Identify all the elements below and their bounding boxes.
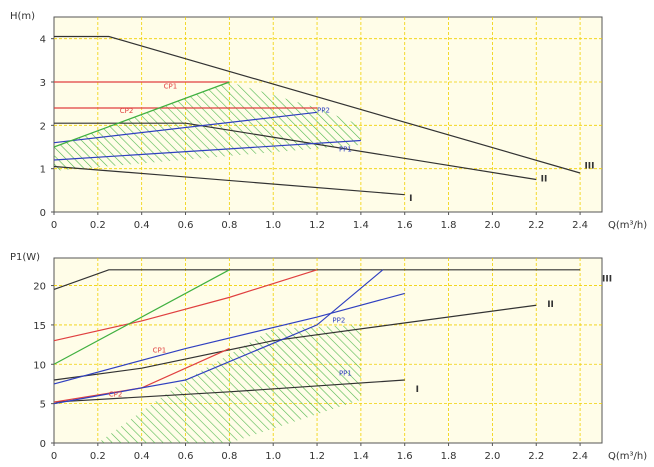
head-x-tick-label: 1.0 bbox=[265, 220, 281, 231]
head-curve-label-ii: II bbox=[541, 175, 548, 185]
head-curve-label-pp2: PP2 bbox=[317, 106, 330, 114]
power-curve-label-iii: III bbox=[602, 275, 612, 285]
head-x-tick-label: 0.2 bbox=[90, 220, 106, 231]
power-curve-hatch-boundary bbox=[53, 269, 230, 365]
power-x-tick-label: 0.6 bbox=[178, 451, 194, 462]
power-x-tick-label: 0.8 bbox=[221, 451, 237, 462]
power-x-tick-label: 2.4 bbox=[572, 451, 588, 462]
head-x-tick-label: 1.6 bbox=[397, 220, 413, 231]
head-y-axis-title: H(m) bbox=[10, 11, 35, 22]
head-x-tick-label: 0.4 bbox=[134, 220, 150, 231]
power-x-tick-label: 0.2 bbox=[90, 451, 106, 462]
head-x-tick-label: 1.4 bbox=[353, 220, 369, 231]
head-curve-iii bbox=[54, 35, 581, 174]
power-x-axis-title: Q(m³/h) bbox=[608, 451, 647, 462]
power-curve-label-pp1: PP1 bbox=[339, 369, 352, 377]
head-curve-label-cp2: CP2 bbox=[120, 107, 134, 115]
head-x-tick-label: 1.2 bbox=[309, 220, 325, 231]
power-y-axis-title: P1(W) bbox=[10, 252, 40, 263]
head-x-tick-label: 0.6 bbox=[178, 220, 194, 231]
power-y-tick-label: 20 bbox=[33, 282, 46, 293]
head-y-tick-label: 2 bbox=[40, 121, 46, 132]
head-x-tick-label: 2.4 bbox=[572, 220, 588, 231]
power-chart: 0 0.2 0.4 0.6 0.8 1.0 1.2 1.4 1.6 1.8 2.0 2.2 2.4 0 5 1… bbox=[10, 252, 647, 462]
head-x-tick-label: 2.0 bbox=[484, 220, 500, 231]
power-curve-label-ii: II bbox=[547, 300, 554, 310]
head-curve-pp2 bbox=[53, 111, 318, 144]
power-x-tick-label: 2.0 bbox=[484, 451, 500, 462]
power-curve-pp1 bbox=[53, 269, 384, 405]
head-y-tick-label: 0 bbox=[40, 208, 46, 219]
head-x-tick-label: 0.8 bbox=[221, 220, 237, 231]
power-x-tick-label: 2.2 bbox=[528, 451, 544, 462]
head-y-tick-label: 4 bbox=[40, 35, 46, 46]
power-x-tick-label: 1.8 bbox=[441, 451, 457, 462]
head-x-tick-label: 2.2 bbox=[528, 220, 544, 231]
power-curve-label-i: I bbox=[416, 385, 419, 395]
power-y-tick-label: 15 bbox=[33, 321, 46, 332]
head-curve-label-iii: III bbox=[584, 162, 594, 172]
head-x-tick-label: 0 bbox=[51, 220, 57, 231]
head-x-tick-label: 1.8 bbox=[441, 220, 457, 231]
power-hatched-region bbox=[97, 324, 361, 443]
head-y-tick-label: 1 bbox=[40, 165, 46, 176]
power-curve-label-pp2: PP2 bbox=[332, 317, 345, 325]
power-curve-label-cp2: CP2 bbox=[109, 391, 123, 399]
power-curve-iii bbox=[53, 269, 581, 291]
power-x-tick-label: 0.4 bbox=[134, 451, 150, 462]
head-curve-label-cp1: CP1 bbox=[164, 83, 178, 91]
power-x-tick-label: 1.4 bbox=[353, 451, 369, 462]
power-curve-label-cp1: CP1 bbox=[153, 346, 167, 354]
head-curve-ii bbox=[54, 122, 537, 181]
power-x-tick-label: 1.0 bbox=[265, 451, 281, 462]
power-x-tick-label: 0 bbox=[51, 451, 57, 462]
power-y-tick-label: 0 bbox=[40, 439, 46, 450]
power-curve-i bbox=[53, 379, 405, 403]
power-x-tick-label: 1.2 bbox=[309, 451, 325, 462]
head-curve-label-pp1: PP1 bbox=[339, 145, 352, 153]
power-curve-pp2 bbox=[53, 292, 405, 385]
power-y-tick-label: 5 bbox=[40, 400, 46, 411]
power-y-tick-label: 10 bbox=[33, 360, 46, 371]
power-curve-cp1 bbox=[53, 269, 318, 342]
head-y-tick-label: 3 bbox=[40, 78, 46, 89]
head-curve-i bbox=[53, 165, 405, 196]
head-curve-label-i: I bbox=[409, 194, 412, 204]
power-x-tick-label: 1.6 bbox=[397, 451, 413, 462]
head-curve-pp1 bbox=[53, 139, 361, 161]
head-curve-hatch-boundary bbox=[53, 81, 230, 148]
power-curve-ii bbox=[53, 304, 537, 381]
head-chart: 0 0.2 0.4 0.6 0.8 1.0 1.2 1.4 1.6 1.8 2.0 2.2 2.4 0 1 2… bbox=[10, 11, 647, 231]
head-x-axis-title: Q(m³/h) bbox=[608, 220, 647, 231]
